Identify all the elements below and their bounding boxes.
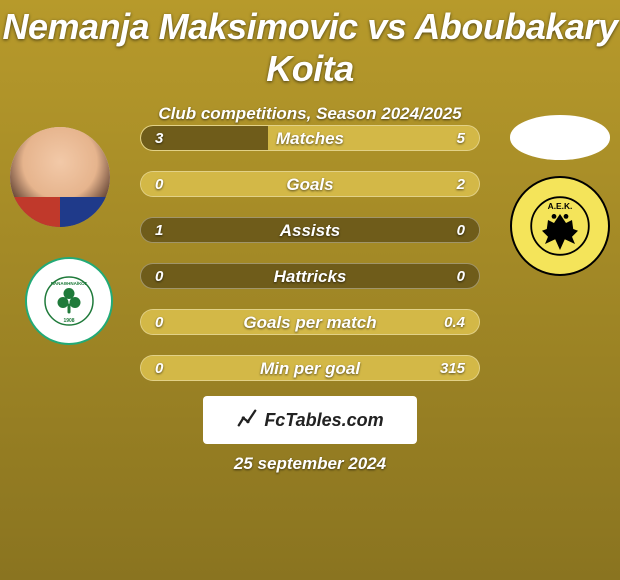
stat-right-value: 0: [457, 218, 465, 243]
stat-left-value: 1: [155, 218, 163, 243]
stat-left-value: 0: [155, 172, 163, 197]
stat-bar: Hattricks0 0: [140, 263, 480, 289]
stat-right-value: 5: [457, 126, 465, 151]
stat-label: Goals: [141, 172, 479, 197]
footer-date: 25 september 2024: [0, 454, 620, 474]
footer-brand-badge[interactable]: FcTables.com: [203, 396, 417, 444]
stat-label: Hattricks: [141, 264, 479, 289]
stat-left-value: 3: [155, 126, 163, 151]
player2-avatar: [510, 115, 610, 160]
club1-name-text: ΠΑΝΑΘΗΝΑΪΚΟΣ: [51, 280, 88, 286]
page-title: Nemanja Maksimovic vs Aboubakary Koita: [0, 0, 620, 90]
stat-bar: Matches3 5: [140, 125, 480, 151]
stat-right-value: 2: [457, 172, 465, 197]
stat-right-value: 315: [440, 356, 465, 381]
stat-left-value: 0: [155, 356, 163, 381]
player2-club-badge: Α.Ε.Κ.: [510, 176, 610, 276]
stat-label: Min per goal: [141, 356, 479, 381]
stat-bar: Goals0 2: [140, 171, 480, 197]
player1-avatar: [10, 127, 110, 227]
stat-right-value: 0: [457, 264, 465, 289]
chart-icon: [236, 407, 258, 434]
stat-label: Matches: [141, 126, 479, 151]
stat-label: Assists: [141, 218, 479, 243]
stat-left-value: 0: [155, 264, 163, 289]
stat-right-value: 0.4: [444, 310, 465, 335]
stat-label: Goals per match: [141, 310, 479, 335]
club2-name-text: Α.Ε.Κ.: [548, 201, 573, 211]
footer-brand-text: FcTables.com: [264, 410, 383, 431]
stats-bars: Matches35Goals02Assists10Hattricks00Goal…: [140, 125, 480, 401]
stat-bar: Goals per match0 0.4: [140, 309, 480, 335]
player1-club-badge: ΠΑΝΑΘΗΝΑΪΚΟΣ 1908: [25, 257, 113, 345]
club1-year-text: 1908: [63, 318, 74, 324]
stat-left-value: 0: [155, 310, 163, 335]
stat-bar: Min per goal0 315: [140, 355, 480, 381]
stat-bar: Assists1 0: [140, 217, 480, 243]
